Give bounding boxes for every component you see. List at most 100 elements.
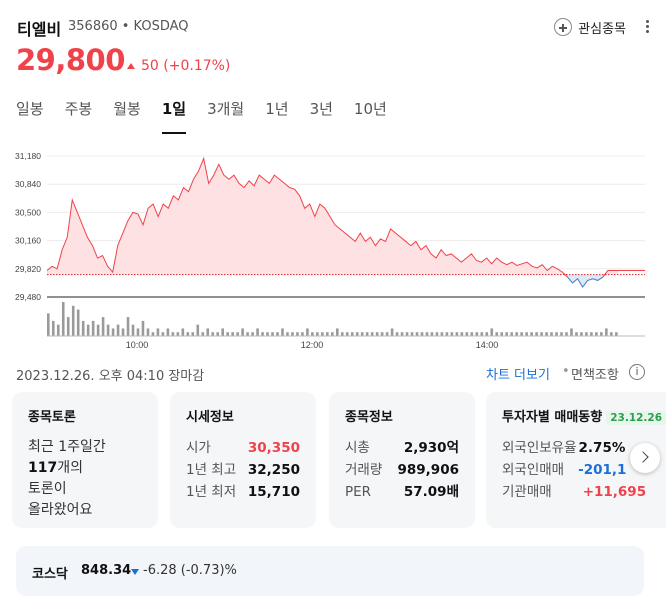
index-change: -6.28 (-0.73)%	[143, 563, 237, 578]
volume-bar	[530, 332, 533, 336]
investor-row-institution-trade: 기관매매 +11,695	[502, 481, 666, 503]
down-arrow-icon	[131, 569, 139, 575]
volume-bar	[500, 332, 504, 336]
investor-row-foreign-trade: 외국인매매 -201,1	[502, 459, 666, 481]
row-value: 989,906	[397, 462, 460, 478]
market-row-52w-low: 1년 최저 15,710	[186, 481, 300, 503]
volume-bar	[286, 332, 289, 336]
chart-more-link[interactable]: 차트 더보기	[486, 368, 550, 383]
volume-bar	[345, 332, 349, 336]
volume-bar	[525, 332, 528, 336]
card-stock-info[interactable]: 종목정보 시총 2,930억 거래량 989,906 PER 57.09배	[329, 392, 475, 528]
watchlist-label: 관심종목	[578, 21, 626, 37]
tab-3months[interactable]: 3개월	[207, 100, 245, 118]
volume-bar	[585, 332, 588, 336]
volume-bar	[605, 328, 608, 336]
volume-bar	[316, 332, 319, 336]
volume-bar	[51, 320, 55, 336]
volume-bar	[186, 332, 190, 336]
volume-bar	[171, 332, 175, 336]
volume-bar	[420, 332, 424, 336]
volume-bar	[241, 328, 244, 336]
card-stock-discussion[interactable]: 종목토론 최근 1주일간 117개의 토론이 올라왔어요	[12, 392, 158, 528]
row-label: 외국인보유율	[502, 440, 577, 456]
volume-bar	[425, 332, 429, 336]
stock-row-market-cap: 시총 2,930억	[345, 437, 459, 459]
more-vertical-icon[interactable]	[642, 18, 652, 36]
volume-bar	[181, 328, 185, 336]
y-tick-label: 30,500	[15, 207, 41, 217]
date-badge: 23.12.26	[606, 411, 666, 425]
stock-row-per: PER 57.09배	[345, 481, 459, 503]
row-label: 1년 최고	[186, 462, 237, 478]
volume-bar	[226, 332, 229, 336]
volume-bar	[575, 332, 578, 336]
volume-bar	[76, 309, 80, 336]
price-line	[46, 156, 618, 288]
volume-bar	[66, 317, 70, 336]
x-tick-label: 12:00	[301, 340, 324, 350]
volume-bar	[565, 332, 568, 336]
volume-bar	[91, 320, 95, 336]
up-arrow-icon	[127, 63, 135, 69]
tab-3years[interactable]: 3년	[309, 100, 333, 118]
index-summary-bar[interactable]: 코스닥 848.34 -6.28 (-0.73)%	[16, 546, 644, 596]
volume-bar	[161, 332, 165, 336]
volume-bar	[365, 332, 369, 336]
volume-bar	[206, 328, 210, 336]
volume-bar	[136, 328, 140, 336]
market-row-52w-high: 1년 최고 32,250	[186, 459, 300, 481]
tab-10years[interactable]: 10년	[353, 100, 387, 118]
info-cards-carousel: 종목토론 최근 1주일간 117개의 토론이 올라왔어요 시세정보 시가 30,3…	[12, 392, 666, 530]
tab-daily[interactable]: 일봉	[16, 100, 44, 118]
tab-1day[interactable]: 1일	[161, 98, 187, 134]
volume-bar	[166, 328, 170, 336]
card-market-info[interactable]: 시세정보 시가 30,350 1년 최고 32,250 1년 최저 15,710	[170, 392, 316, 528]
row-label: 외국인매매	[502, 462, 565, 478]
stock-code-market: 356860 • KOSDAQ	[68, 19, 189, 34]
volume-bar	[350, 332, 354, 336]
volume-bar	[460, 332, 464, 336]
discussion-count-line: 117개의	[28, 458, 142, 479]
index-name: 코스닥	[32, 567, 68, 582]
volume-bar	[271, 332, 274, 336]
volume-bar	[56, 324, 60, 336]
intraday-price-chart[interactable]: 31,180 30,840 30,500 30,160 29,820 29,480 10:0…	[0, 142, 666, 352]
add-watchlist-button[interactable]: 관심종목	[554, 14, 626, 40]
tab-weekly[interactable]: 주봉	[64, 100, 93, 118]
chevron-right-icon[interactable]	[630, 443, 660, 473]
volume-bar	[505, 332, 508, 336]
volume-bar	[375, 332, 379, 336]
row-value: 2,930억	[403, 440, 459, 456]
volume-bar	[480, 332, 484, 336]
volume-bar	[435, 332, 439, 336]
volume-bar	[580, 332, 583, 336]
volume-bar	[236, 332, 239, 336]
info-icon[interactable]: i	[629, 364, 645, 380]
card-title: 투자자별 매매동향	[502, 410, 603, 425]
y-tick-label: 29,480	[15, 292, 41, 302]
discussion-line: 올라왔어요	[28, 502, 93, 518]
separator-dot: •	[562, 364, 570, 379]
tab-1year[interactable]: 1년	[265, 100, 289, 118]
volume-bar	[321, 332, 324, 336]
volume-bar	[96, 324, 100, 336]
volume-bar	[116, 324, 120, 336]
y-tick-label: 29,820	[15, 264, 41, 274]
volume-bar	[495, 332, 499, 336]
volume-bar	[600, 332, 603, 336]
index-value: 848.34	[81, 563, 132, 578]
volume-bar	[550, 332, 553, 336]
volume-bar	[540, 332, 543, 336]
discussion-count: 117	[28, 460, 58, 476]
row-value: 2.75%	[578, 440, 626, 456]
current-price: 29,800	[16, 43, 125, 77]
tab-monthly[interactable]: 월봉	[113, 100, 141, 118]
volume-bar	[370, 332, 374, 336]
volume-bar	[131, 324, 135, 336]
volume-bar	[211, 332, 215, 336]
volume-bar	[610, 332, 613, 336]
disclaimer-link[interactable]: 면책조항	[571, 368, 619, 383]
volume-bar	[535, 332, 538, 336]
row-label: PER	[345, 484, 372, 500]
